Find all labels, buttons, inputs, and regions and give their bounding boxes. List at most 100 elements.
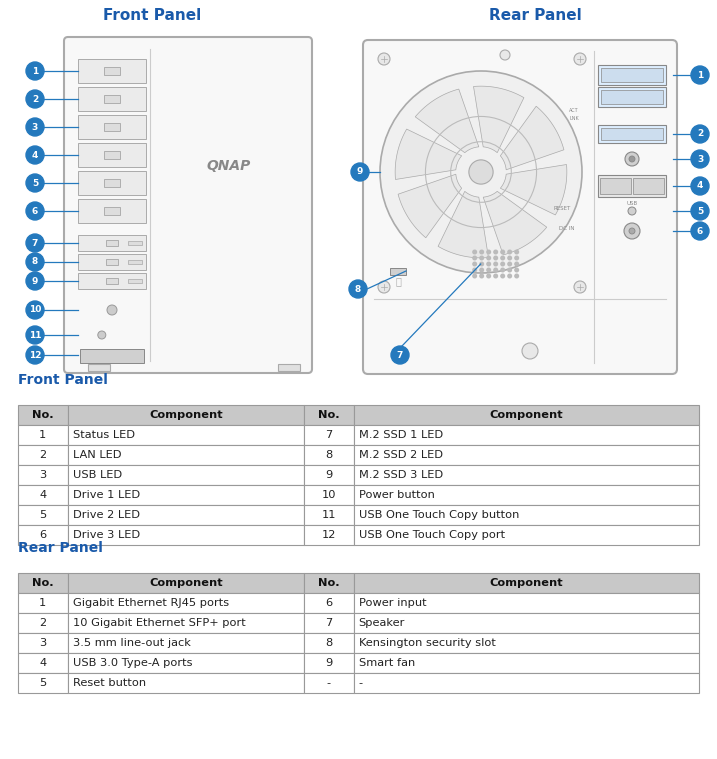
Text: 4: 4 [39, 658, 47, 668]
Bar [353, 425, 699, 445]
Circle shape [624, 223, 640, 239]
Bar [78, 59, 146, 83]
Bar [18, 613, 67, 633]
Bar [78, 87, 146, 111]
Bar [67, 485, 304, 505]
Text: Front Panel: Front Panel [18, 373, 108, 387]
Circle shape [487, 250, 490, 254]
Text: 7: 7 [397, 351, 403, 360]
Text: DC IN: DC IN [559, 226, 574, 231]
Circle shape [500, 50, 510, 60]
Text: Kensington security slot: Kensington security slot [358, 638, 495, 648]
Polygon shape [483, 191, 547, 255]
Text: Drive 1 LED: Drive 1 LED [72, 490, 140, 500]
Bar [67, 525, 304, 545]
Bar [353, 573, 699, 593]
Bar [598, 87, 666, 107]
Circle shape [26, 346, 44, 364]
Text: LAN LED: LAN LED [72, 450, 121, 460]
Text: Drive 3 LED: Drive 3 LED [72, 530, 140, 540]
Text: 4: 4 [32, 150, 38, 159]
Circle shape [98, 331, 106, 339]
Circle shape [349, 280, 367, 298]
Circle shape [628, 207, 636, 215]
FancyBboxPatch shape [64, 37, 312, 373]
Circle shape [473, 250, 477, 254]
Circle shape [691, 177, 709, 195]
Circle shape [26, 90, 44, 108]
Bar [67, 573, 304, 593]
Bar [601, 128, 663, 140]
Bar [67, 673, 304, 693]
Bar [353, 525, 699, 545]
Bar [128, 241, 142, 245]
Bar [18, 633, 67, 653]
Bar [18, 485, 67, 505]
Polygon shape [500, 106, 564, 170]
Polygon shape [473, 87, 524, 153]
Circle shape [501, 262, 505, 266]
Polygon shape [395, 129, 462, 179]
Circle shape [494, 268, 498, 272]
Text: 3: 3 [697, 155, 703, 163]
Circle shape [26, 272, 44, 290]
Circle shape [26, 146, 44, 164]
Circle shape [494, 257, 498, 260]
Circle shape [26, 253, 44, 271]
Circle shape [515, 262, 518, 266]
Bar [601, 68, 663, 82]
Circle shape [473, 262, 477, 266]
Bar [128, 260, 142, 264]
Text: 10: 10 [29, 306, 41, 314]
Circle shape [473, 274, 477, 278]
Circle shape [691, 125, 709, 143]
Text: 2: 2 [39, 618, 47, 628]
Circle shape [473, 268, 477, 272]
Circle shape [473, 257, 477, 260]
Text: USB 3.0 Type-A ports: USB 3.0 Type-A ports [72, 658, 192, 668]
Text: 8: 8 [355, 285, 361, 294]
Circle shape [629, 228, 635, 234]
Bar [353, 653, 699, 673]
Text: USB One Touch Copy port: USB One Touch Copy port [358, 530, 505, 540]
Polygon shape [438, 191, 488, 258]
Bar [353, 445, 699, 465]
Circle shape [480, 274, 483, 278]
Circle shape [480, 262, 483, 266]
Text: 5: 5 [39, 510, 47, 520]
Circle shape [508, 250, 511, 254]
Bar [78, 115, 146, 139]
Text: 6: 6 [326, 598, 333, 608]
Text: Reset button: Reset button [72, 678, 146, 688]
Text: 5: 5 [39, 678, 47, 688]
Circle shape [487, 262, 490, 266]
Circle shape [380, 71, 582, 273]
Text: -: - [327, 678, 331, 688]
Bar [304, 573, 353, 593]
Bar [601, 90, 663, 104]
Text: 9: 9 [326, 658, 333, 668]
Circle shape [26, 326, 44, 344]
Bar [78, 199, 146, 223]
Text: LNK: LNK [569, 116, 579, 121]
Bar [18, 593, 67, 613]
Bar [18, 525, 67, 545]
Text: Rear Panel: Rear Panel [488, 8, 581, 24]
Text: Component: Component [149, 578, 223, 588]
Text: Power input: Power input [358, 598, 427, 608]
Bar [18, 653, 67, 673]
Circle shape [574, 281, 586, 293]
FancyBboxPatch shape [363, 40, 677, 374]
Bar [104, 151, 120, 159]
Bar [104, 67, 120, 75]
Circle shape [26, 202, 44, 220]
Bar [18, 505, 67, 525]
Bar [598, 175, 666, 197]
Circle shape [508, 268, 511, 272]
Bar [353, 613, 699, 633]
Text: USB One Touch Copy button: USB One Touch Copy button [358, 510, 519, 520]
Bar [18, 573, 67, 593]
Bar [80, 349, 144, 363]
Text: Smart fan: Smart fan [358, 658, 415, 668]
Circle shape [501, 274, 505, 278]
